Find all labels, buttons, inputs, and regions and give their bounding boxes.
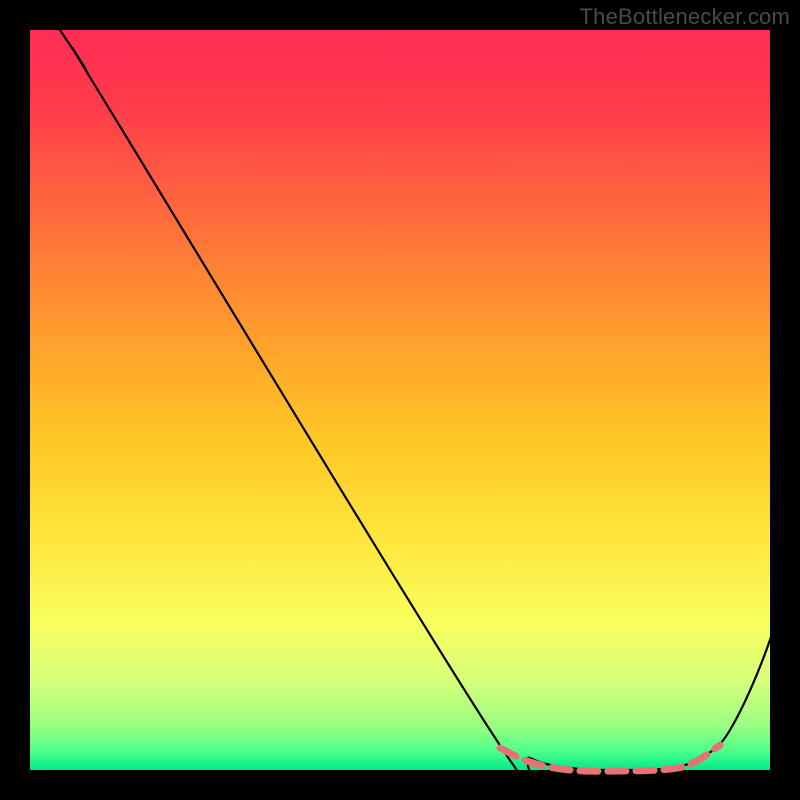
watermark-text: TheBottlenecker.com: [580, 4, 790, 30]
bottleneck-chart: [0, 0, 800, 800]
plot-background: [30, 30, 770, 770]
